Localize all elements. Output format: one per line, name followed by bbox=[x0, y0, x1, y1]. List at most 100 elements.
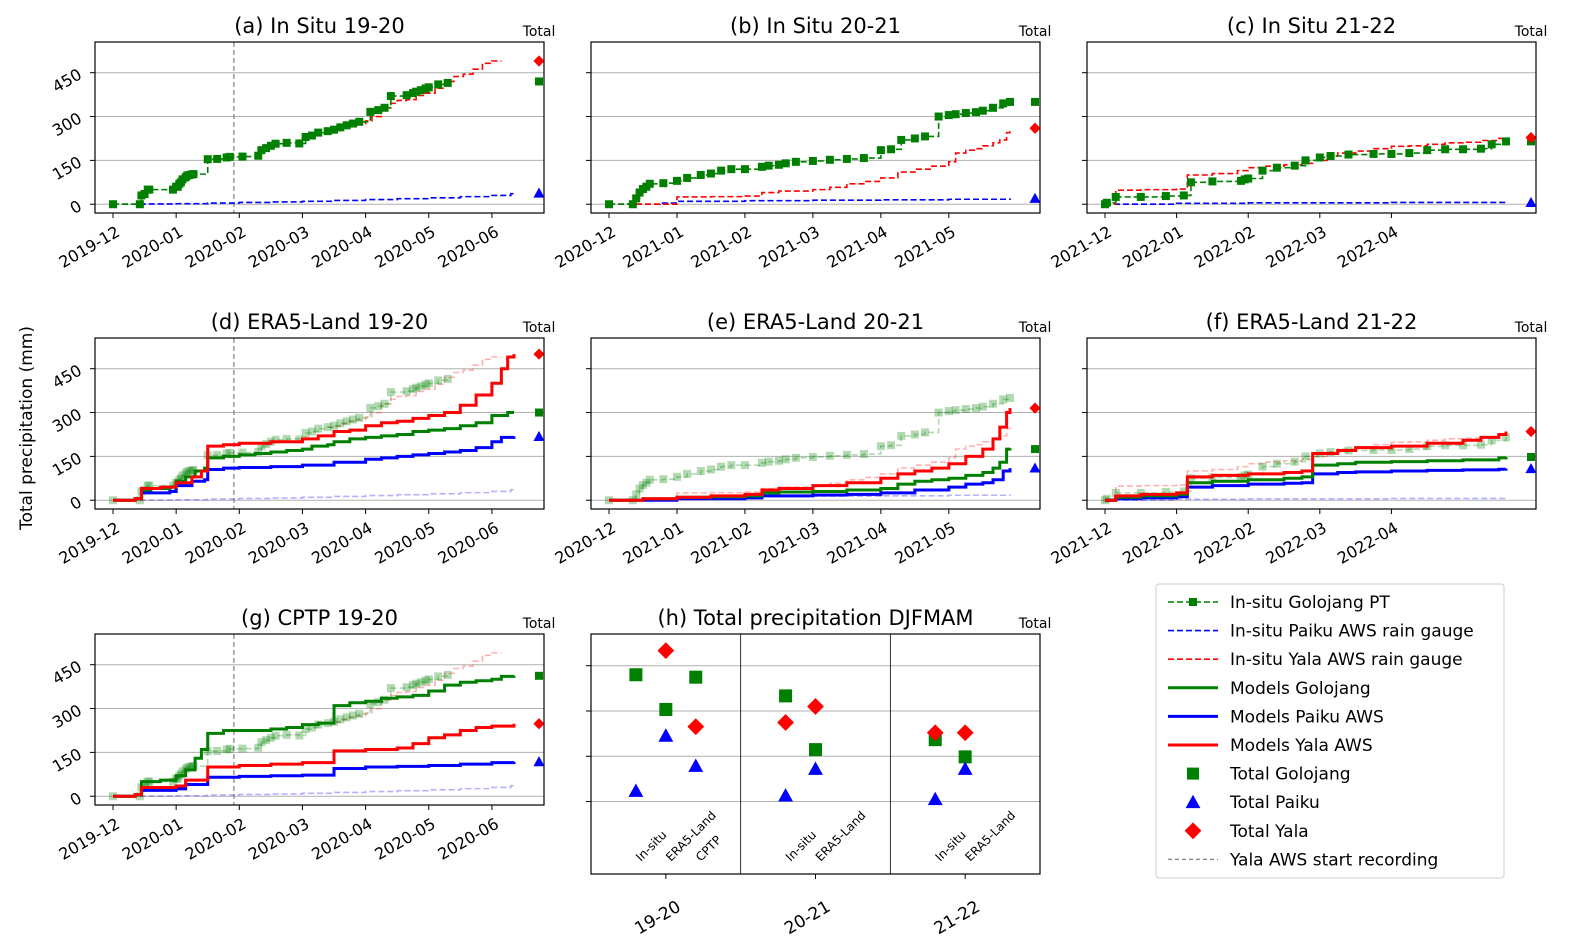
h-golojang-point bbox=[629, 668, 643, 682]
legend-entry: Models Paiku AWS bbox=[1168, 707, 1384, 727]
ref-golojang-point bbox=[295, 435, 304, 444]
golojang-point bbox=[727, 165, 736, 174]
ref-golojang-point bbox=[421, 380, 430, 389]
ref-golojang-point bbox=[421, 676, 430, 685]
ref-golojang-point bbox=[386, 684, 395, 693]
ref-golojang-point bbox=[342, 713, 351, 722]
ref-golojang-point bbox=[659, 475, 668, 484]
ref-golojang-point bbox=[189, 466, 198, 475]
golojang-point bbox=[1006, 97, 1014, 106]
panel-title: (a) In Situ 19-20 bbox=[234, 14, 405, 38]
h-paiku-point bbox=[957, 761, 973, 775]
ref-golojang-point bbox=[336, 715, 345, 724]
golojang-point bbox=[978, 106, 987, 115]
x-tick-label: 2020-05 bbox=[371, 222, 438, 272]
x-tick-label: 2020-06 bbox=[434, 518, 501, 568]
ref-golojang-point bbox=[238, 448, 247, 457]
h-sublabel: ERA5-Land bbox=[962, 808, 1018, 864]
golojang-point bbox=[1301, 156, 1310, 165]
h-golojang-point bbox=[779, 689, 793, 703]
golojang-point bbox=[1326, 152, 1335, 160]
x-tick-label: 2021-12 bbox=[1048, 518, 1115, 568]
ref-golojang-point bbox=[301, 725, 310, 733]
x-tick-label: 2019-12 bbox=[56, 518, 123, 568]
golojang-point bbox=[921, 132, 930, 141]
ref-golojang-point bbox=[408, 385, 417, 394]
ref-golojang-point bbox=[1272, 459, 1281, 468]
golojang-point bbox=[605, 200, 613, 209]
golojang-point bbox=[632, 194, 641, 203]
golojang-point bbox=[887, 145, 896, 154]
total-label: Total bbox=[522, 320, 556, 336]
ref-golojang-point bbox=[972, 404, 981, 413]
ref-golojang-point bbox=[178, 767, 187, 776]
ref-golojang-point bbox=[181, 469, 190, 478]
ref-golojang-point bbox=[961, 405, 970, 414]
h-paiku-point bbox=[927, 791, 943, 806]
total-yala-marker bbox=[1029, 402, 1041, 414]
h-paiku-point bbox=[628, 783, 644, 797]
ref-golojang-point bbox=[876, 442, 885, 451]
total-golojang-marker bbox=[535, 408, 543, 417]
golojang-point bbox=[1111, 192, 1120, 201]
x-tick-label: 2019-12 bbox=[56, 222, 123, 272]
golojang-point bbox=[1258, 166, 1267, 175]
ref-golojang-point bbox=[225, 744, 234, 753]
x-tick-label: 2022-03 bbox=[1262, 222, 1329, 272]
ref-yala-line bbox=[327, 652, 502, 724]
ref-golojang-point bbox=[213, 746, 222, 755]
x-tick-label: 2021-04 bbox=[823, 222, 890, 272]
ref-golojang-point bbox=[645, 475, 654, 484]
total-paiku-marker bbox=[533, 187, 545, 198]
golojang-point bbox=[1487, 140, 1496, 149]
legend-entry: In-situ Yala AWS rain gauge bbox=[1168, 650, 1463, 670]
golojang-point bbox=[910, 134, 919, 143]
ref-golojang-point bbox=[1258, 462, 1267, 471]
total-yala-marker bbox=[1029, 122, 1041, 134]
x-tick-label: 2021-05 bbox=[891, 222, 958, 272]
golojang-point bbox=[366, 107, 375, 116]
ref-golojang-point bbox=[1502, 433, 1510, 442]
y-tick-label: 0 bbox=[67, 196, 85, 218]
axes-frame bbox=[94, 337, 545, 510]
ref-golojang-point bbox=[910, 430, 919, 439]
ref-golojang-point bbox=[1006, 393, 1014, 402]
ref-golojang-point bbox=[791, 453, 800, 462]
total-paiku-marker bbox=[1029, 192, 1041, 203]
ref-golojang-point bbox=[176, 474, 185, 483]
insitu-paiku-line bbox=[113, 192, 515, 206]
golojang-point bbox=[740, 165, 749, 174]
ref-golojang-point bbox=[951, 406, 960, 415]
panel-d: Total (d) ERA5-Land 19-20 0 150 300 450 2019-1… bbox=[49, 310, 555, 568]
golojang-point bbox=[645, 179, 654, 188]
ref-golojang-point bbox=[727, 461, 736, 470]
ref-golojang-point bbox=[412, 383, 421, 392]
legend-marker bbox=[1184, 822, 1202, 840]
ref-golojang-point bbox=[1405, 445, 1414, 454]
ref-golojang-point bbox=[1459, 441, 1468, 450]
panel-title: (c) In Situ 21-22 bbox=[1227, 14, 1396, 38]
golojang-point bbox=[1102, 198, 1111, 207]
golojang-point bbox=[672, 176, 681, 185]
legend-marker bbox=[1185, 794, 1201, 809]
model-paiku-line bbox=[113, 761, 516, 798]
x-tick-label: 2022-02 bbox=[1191, 222, 1258, 272]
golojang-point bbox=[1315, 153, 1324, 162]
golojang-point bbox=[307, 131, 316, 140]
golojang-point bbox=[774, 160, 783, 169]
x-tick-label: 2020-06 bbox=[434, 814, 501, 864]
golojang-point bbox=[434, 80, 443, 89]
ref-golojang-point bbox=[282, 730, 291, 739]
golojang-point bbox=[386, 92, 395, 101]
h-sublabel: ERA5-Land bbox=[813, 808, 869, 864]
ref-golojang-point bbox=[189, 762, 198, 771]
h-golojang-point bbox=[809, 743, 822, 757]
total-yala-marker bbox=[533, 55, 545, 67]
golojang-point bbox=[791, 157, 800, 166]
model-yala-line bbox=[113, 354, 516, 502]
h-sublabel: In-situ bbox=[932, 828, 968, 864]
ref-golojang-point bbox=[1369, 445, 1378, 454]
panel-title: (g) CPTP 19-20 bbox=[241, 606, 398, 630]
x-tick-label: 2019-12 bbox=[56, 814, 123, 864]
axes-frame bbox=[1086, 337, 1537, 510]
